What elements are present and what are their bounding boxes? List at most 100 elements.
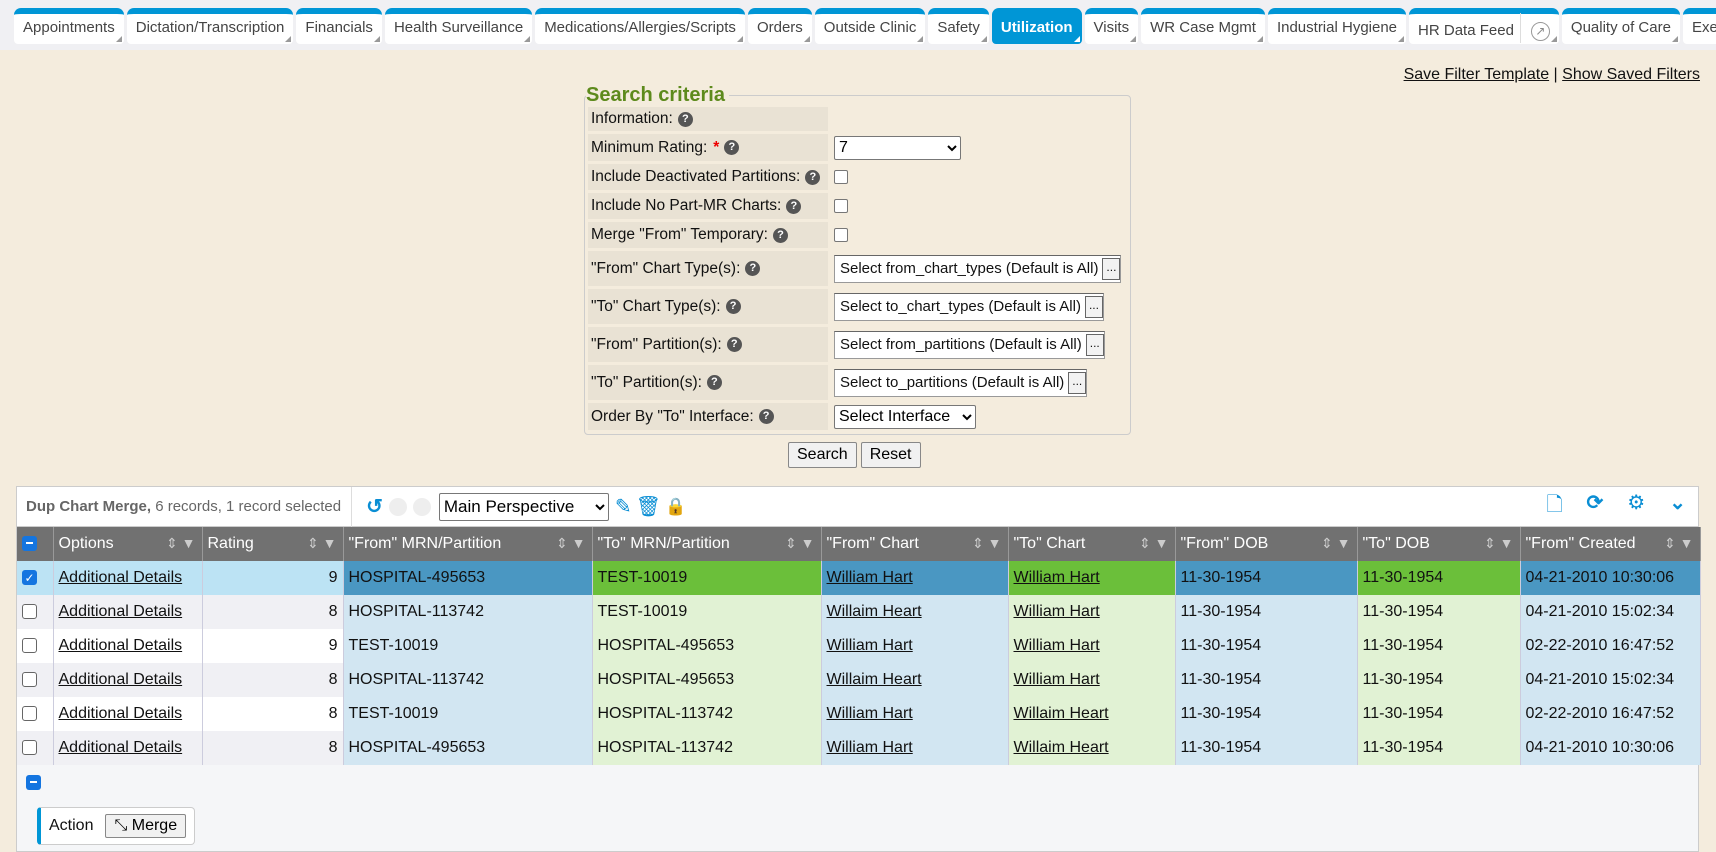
opt-link[interactable]: Additional Details: [59, 637, 183, 654]
tab-menu-icon[interactable]: [116, 36, 122, 42]
help-icon[interactable]: ?: [773, 228, 788, 243]
sort-filter-icon[interactable]: ⇕ ▼: [1321, 535, 1350, 552]
select-all-header[interactable]: [17, 527, 53, 561]
column-header[interactable]: Rating⇕ ▼: [202, 527, 343, 561]
tab-menu-icon[interactable]: [917, 36, 923, 42]
tab-menu-icon[interactable]: [1257, 36, 1263, 42]
row-checkbox[interactable]: [22, 672, 37, 687]
column-header[interactable]: "To" Chart⇕ ▼: [1008, 527, 1175, 561]
help-icon[interactable]: ?: [759, 409, 774, 424]
tab-menu-icon[interactable]: [1398, 36, 1404, 42]
from-chart-type-browse-button[interactable]: ...: [1102, 258, 1120, 280]
from-partition-browse-button[interactable]: ...: [1086, 334, 1104, 356]
tab-menu-icon[interactable]: [374, 36, 380, 42]
row-select-cell[interactable]: [17, 595, 53, 629]
row-checkbox[interactable]: ✓: [22, 570, 37, 585]
save-filter-template-link[interactable]: Save Filter Template: [1404, 66, 1550, 83]
include-no-part-checkbox[interactable]: [834, 199, 848, 213]
tab-menu-icon[interactable]: [804, 36, 810, 42]
table-row[interactable]: Additional Details9TEST-10019HOSPITAL-49…: [17, 629, 1700, 663]
to-chart-link[interactable]: William Hart: [1014, 671, 1100, 688]
tab-outside-clinic[interactable]: Outside Clinic: [815, 8, 926, 44]
help-icon[interactable]: ?: [727, 337, 742, 352]
help-icon[interactable]: ?: [745, 261, 760, 276]
from-chart-link[interactable]: Willaim Heart: [827, 603, 922, 620]
external-link-icon[interactable]: ↗: [1531, 22, 1550, 41]
sort-filter-icon[interactable]: ⇕ ▼: [972, 535, 1001, 552]
sort-filter-icon[interactable]: ⇕ ▼: [1139, 535, 1168, 552]
opt-link[interactable]: Additional Details: [59, 603, 183, 620]
row-checkbox[interactable]: [22, 706, 37, 721]
row-checkbox[interactable]: [22, 740, 37, 755]
tab-menu-icon[interactable]: [524, 36, 530, 42]
order-by-interface-select[interactable]: Select Interface: [834, 405, 976, 429]
tab-menu-icon[interactable]: [981, 36, 987, 42]
help-icon[interactable]: ?: [678, 112, 693, 127]
pencil-icon[interactable]: ✎: [615, 494, 632, 519]
tab-menu-icon[interactable]: [1551, 36, 1557, 42]
column-header[interactable]: Options⇕ ▼: [53, 527, 202, 561]
opt-link[interactable]: Additional Details: [59, 671, 183, 688]
tab-health-surveillance[interactable]: Health Surveillance: [385, 8, 532, 44]
opt-link[interactable]: Additional Details: [59, 705, 183, 722]
help-icon[interactable]: ?: [724, 140, 739, 155]
tab-menu-icon[interactable]: [1074, 36, 1080, 42]
chevron-down-icon[interactable]: ⌄: [1669, 490, 1686, 524]
help-icon[interactable]: ?: [726, 299, 741, 314]
from-chart-link[interactable]: William Hart: [827, 705, 913, 722]
tab-menu-icon[interactable]: [1672, 36, 1678, 42]
trash-icon[interactable]: 🗑: [636, 494, 661, 519]
undo-icon[interactable]: ↺: [366, 494, 383, 519]
table-row[interactable]: ✓Additional Details9HOSPITAL-495653TEST-…: [17, 561, 1700, 595]
to-partition-browse-button[interactable]: ...: [1068, 372, 1086, 394]
sort-filter-icon[interactable]: ⇕ ▼: [1484, 535, 1513, 552]
search-button[interactable]: Search: [788, 442, 857, 468]
tab-menu-icon[interactable]: [737, 36, 743, 42]
table-row[interactable]: Additional Details8HOSPITAL-113742TEST-1…: [17, 595, 1700, 629]
tab-utilization[interactable]: Utilization: [992, 8, 1082, 44]
opt-link[interactable]: Additional Details: [59, 739, 183, 756]
column-header[interactable]: "From" DOB⇕ ▼: [1175, 527, 1357, 561]
from-chart-link[interactable]: William Hart: [827, 637, 913, 654]
sort-filter-icon[interactable]: ⇕ ▼: [1664, 535, 1693, 552]
to-partition-picker[interactable]: Select to_partitions (Default is All)...: [834, 369, 1087, 397]
table-row[interactable]: Additional Details8TEST-10019HOSPITAL-11…: [17, 697, 1700, 731]
tab-menu-icon[interactable]: [1130, 36, 1136, 42]
sort-filter-icon[interactable]: ⇕ ▼: [166, 535, 195, 552]
tab-safety[interactable]: Safety: [928, 8, 989, 44]
column-header[interactable]: "To" DOB⇕ ▼: [1357, 527, 1520, 561]
tab-quality-of-care[interactable]: Quality of Care: [1562, 8, 1680, 44]
column-header[interactable]: "To" MRN/Partition⇕ ▼: [592, 527, 821, 561]
row-select-cell[interactable]: [17, 629, 53, 663]
row-select-cell[interactable]: [17, 697, 53, 731]
tab-medications-allergies-scripts[interactable]: Medications/Allergies/Scripts: [535, 8, 745, 44]
from-chart-link[interactable]: Willaim Heart: [827, 671, 922, 688]
row-checkbox[interactable]: [22, 638, 37, 653]
document-icon[interactable]: 🗋: [1546, 490, 1562, 524]
perspective-select[interactable]: Main Perspective: [439, 493, 609, 521]
refresh-icon[interactable]: ⟳: [1587, 490, 1604, 524]
include-deactivated-checkbox[interactable]: [834, 170, 848, 184]
sort-filter-icon[interactable]: ⇕ ▼: [556, 535, 585, 552]
tab-exec[interactable]: Exec: [1683, 8, 1716, 44]
to-chart-type-picker[interactable]: Select to_chart_types (Default is All)..…: [834, 293, 1104, 321]
deselect-all-icon[interactable]: [22, 536, 37, 551]
table-row[interactable]: Additional Details8HOSPITAL-113742HOSPIT…: [17, 663, 1700, 697]
lock-icon[interactable]: 🔒: [665, 497, 686, 517]
to-chart-link[interactable]: Willaim Heart: [1014, 705, 1109, 722]
merge-button[interactable]: ⤡ Merge: [105, 814, 186, 838]
to-chart-link[interactable]: William Hart: [1014, 637, 1100, 654]
gear-icon[interactable]: ⚙: [1627, 490, 1645, 524]
help-icon[interactable]: ?: [707, 375, 722, 390]
help-icon[interactable]: ?: [786, 199, 801, 214]
table-row[interactable]: Additional Details8HOSPITAL-495653HOSPIT…: [17, 731, 1700, 765]
column-header[interactable]: "From" Chart⇕ ▼: [821, 527, 1008, 561]
previous-icon[interactable]: [389, 498, 407, 516]
from-partition-picker[interactable]: Select from_partitions (Default is All).…: [834, 331, 1105, 359]
row-select-cell[interactable]: [17, 731, 53, 765]
to-chart-type-browse-button[interactable]: ...: [1085, 296, 1103, 318]
column-header[interactable]: "From" MRN/Partition⇕ ▼: [343, 527, 592, 561]
show-saved-filters-link[interactable]: Show Saved Filters: [1562, 66, 1700, 83]
to-chart-link[interactable]: William Hart: [1014, 603, 1100, 620]
tab-menu-icon[interactable]: [285, 36, 291, 42]
